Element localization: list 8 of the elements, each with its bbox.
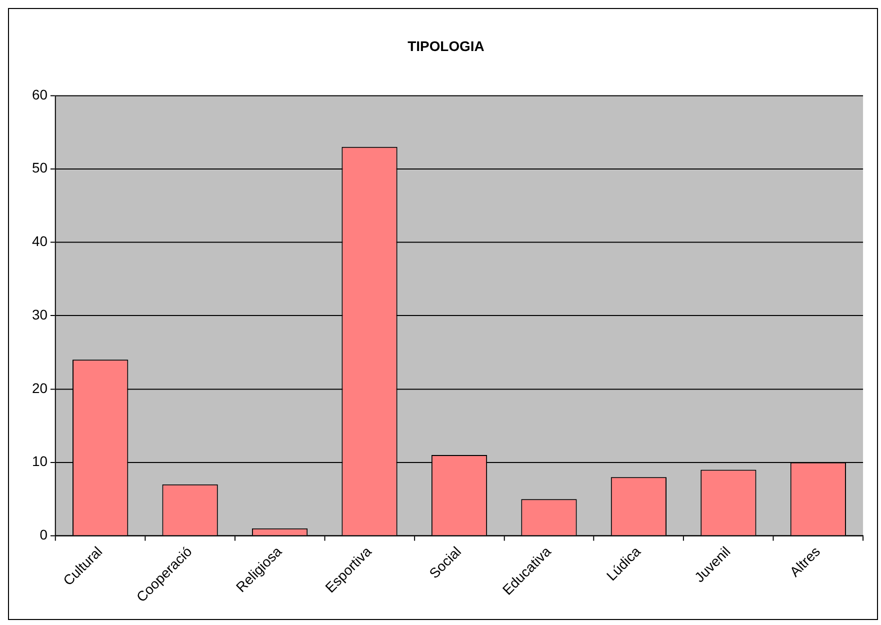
y-tick-label: 0 — [40, 526, 48, 543]
y-tick-label: 40 — [32, 233, 48, 250]
chart-title: TIPOLOGIA — [408, 38, 484, 54]
y-tick-label: 30 — [32, 306, 48, 322]
y-tick-label: 60 — [32, 86, 48, 102]
y-tick-label: 10 — [32, 453, 48, 470]
y-tick-label: 50 — [32, 160, 48, 176]
y-tick-label: 20 — [32, 380, 48, 396]
